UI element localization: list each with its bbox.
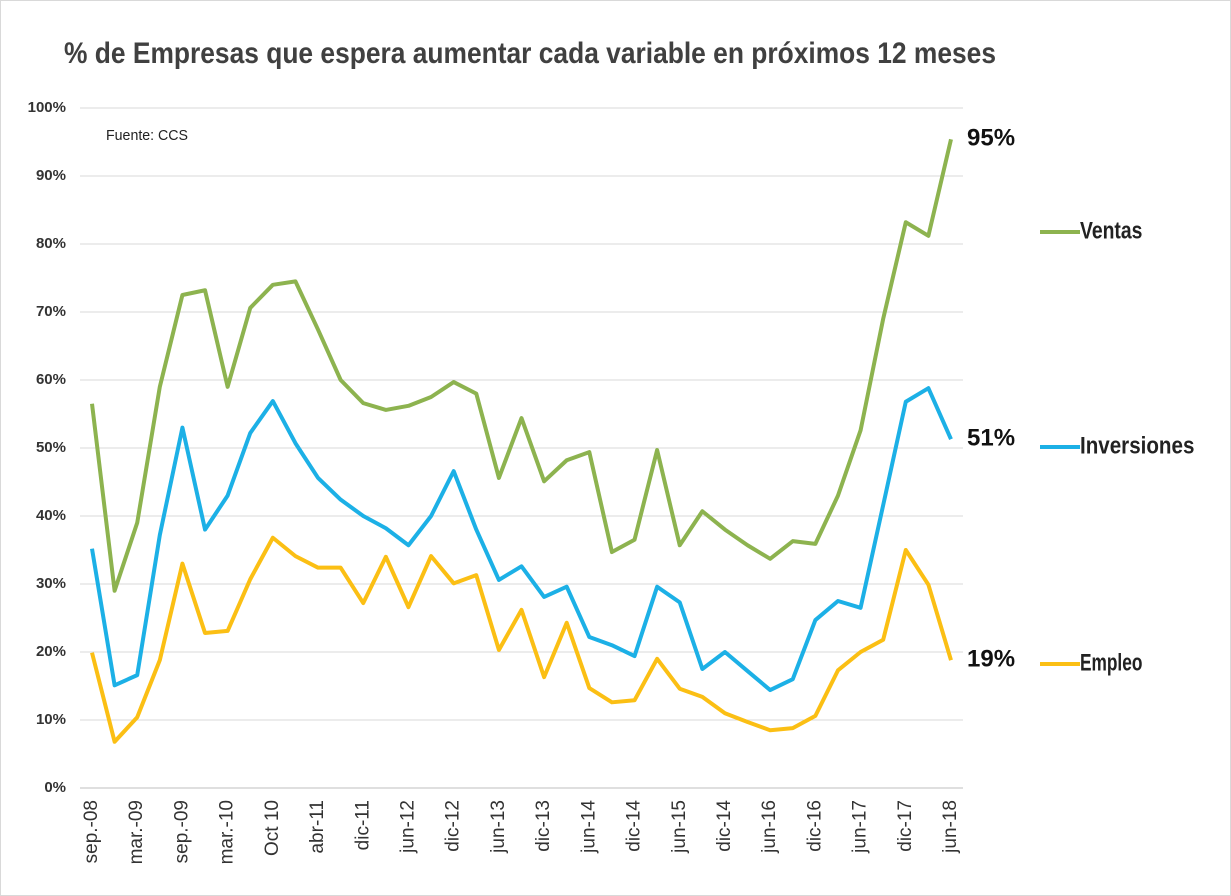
x-tick-label: dic-16: [804, 800, 825, 852]
legend-label: Ventas: [1080, 217, 1142, 244]
legend-label: Empleo: [1080, 649, 1142, 676]
x-tick-label: jun-15: [669, 800, 690, 854]
source-note: Fuente: CCS: [106, 127, 188, 144]
end-value-label: 51%: [967, 425, 1015, 452]
y-tick-label: 0%: [44, 779, 66, 796]
y-tick-label: 80%: [36, 235, 66, 252]
x-tick-label: jun-12: [397, 800, 418, 854]
series-line: [90, 535, 953, 744]
y-tick-label: 100%: [28, 99, 66, 116]
x-tick-label: sep.-08: [81, 800, 102, 863]
series-line: [90, 138, 953, 593]
x-tick-label: jun-18: [940, 800, 961, 854]
x-tick-label: mar.-10: [217, 800, 238, 864]
y-tick-label: 60%: [36, 371, 66, 388]
x-tick-label: dic-11: [352, 800, 373, 850]
end-value-label: 19%: [967, 646, 1015, 673]
x-tick-label: jun-13: [488, 800, 509, 854]
y-tick-label: 30%: [36, 575, 66, 592]
end-value-label: 95%: [967, 125, 1015, 152]
y-tick-label: 90%: [36, 167, 66, 184]
x-tick-label: dic-13: [533, 800, 554, 852]
x-tick-label: dic-14: [714, 800, 735, 852]
x-tick-label: jun-17: [850, 800, 871, 854]
y-tick-label: 20%: [36, 643, 66, 660]
x-tick-label: mar.-09: [126, 800, 147, 864]
y-tick-label: 10%: [36, 711, 66, 728]
y-tick-label: 70%: [36, 303, 66, 320]
y-tick-label: 40%: [36, 507, 66, 524]
x-tick-label: sep.-09: [171, 800, 192, 863]
y-tick-label: 50%: [36, 439, 66, 456]
x-tick-label: jun-16: [759, 800, 780, 854]
x-tick-label: Oct 10: [262, 800, 283, 856]
legend-label: Inversiones: [1080, 432, 1194, 459]
series-line: [90, 386, 953, 693]
x-tick-label: dic-12: [443, 800, 464, 852]
chart-title: % de Empresas que espera aumentar cada v…: [64, 37, 996, 70]
x-tick-label: dic-17: [895, 800, 916, 852]
x-tick-label: jun-14: [578, 800, 599, 854]
x-tick-label: abr-11: [307, 800, 328, 854]
x-tick-label: dic-14: [624, 800, 645, 852]
